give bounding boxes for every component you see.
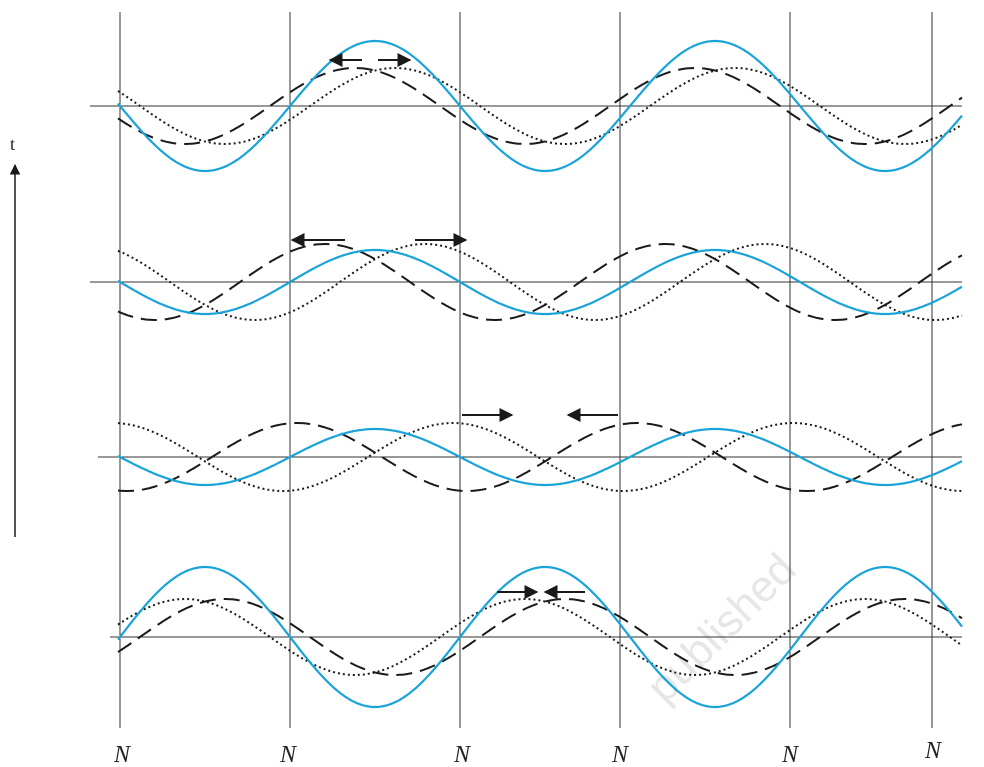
- time-axis-label: t: [10, 134, 15, 154]
- standing-wave-row-1: [117, 39, 963, 173]
- rightward-wave-row-1: [117, 67, 963, 145]
- leftward-wave-row-4: [117, 598, 963, 676]
- leftward-wave-row-1: [117, 67, 963, 145]
- node-label: N: [924, 738, 943, 764]
- baselines: [90, 105, 962, 638]
- rightward-wave-row-3: [117, 422, 963, 492]
- wave-row-4: [117, 565, 963, 709]
- standing-wave-row-4: [117, 565, 963, 709]
- leftward-wave-row-3: [117, 422, 963, 492]
- standing-wave-row-3: [117, 427, 963, 487]
- standing-wave-row-2: [117, 248, 963, 316]
- leftward-wave-row-2: [117, 243, 963, 321]
- node-labels: N N N N N N: [113, 738, 943, 767]
- rightward-wave-row-4: [117, 598, 963, 676]
- node-label: N: [113, 742, 132, 767]
- wave-row-3: [117, 422, 963, 492]
- watermark: published: [637, 544, 805, 712]
- node-label: N: [453, 742, 472, 767]
- node-label: N: [279, 742, 298, 767]
- node-label: N: [611, 742, 630, 767]
- node-label: N: [781, 742, 800, 767]
- direction-arrows: [290, 53, 618, 599]
- rightward-wave-row-2: [117, 243, 963, 321]
- wave-row-1: [117, 39, 963, 173]
- wave-row-2: [117, 243, 963, 321]
- node-lines: [119, 12, 933, 728]
